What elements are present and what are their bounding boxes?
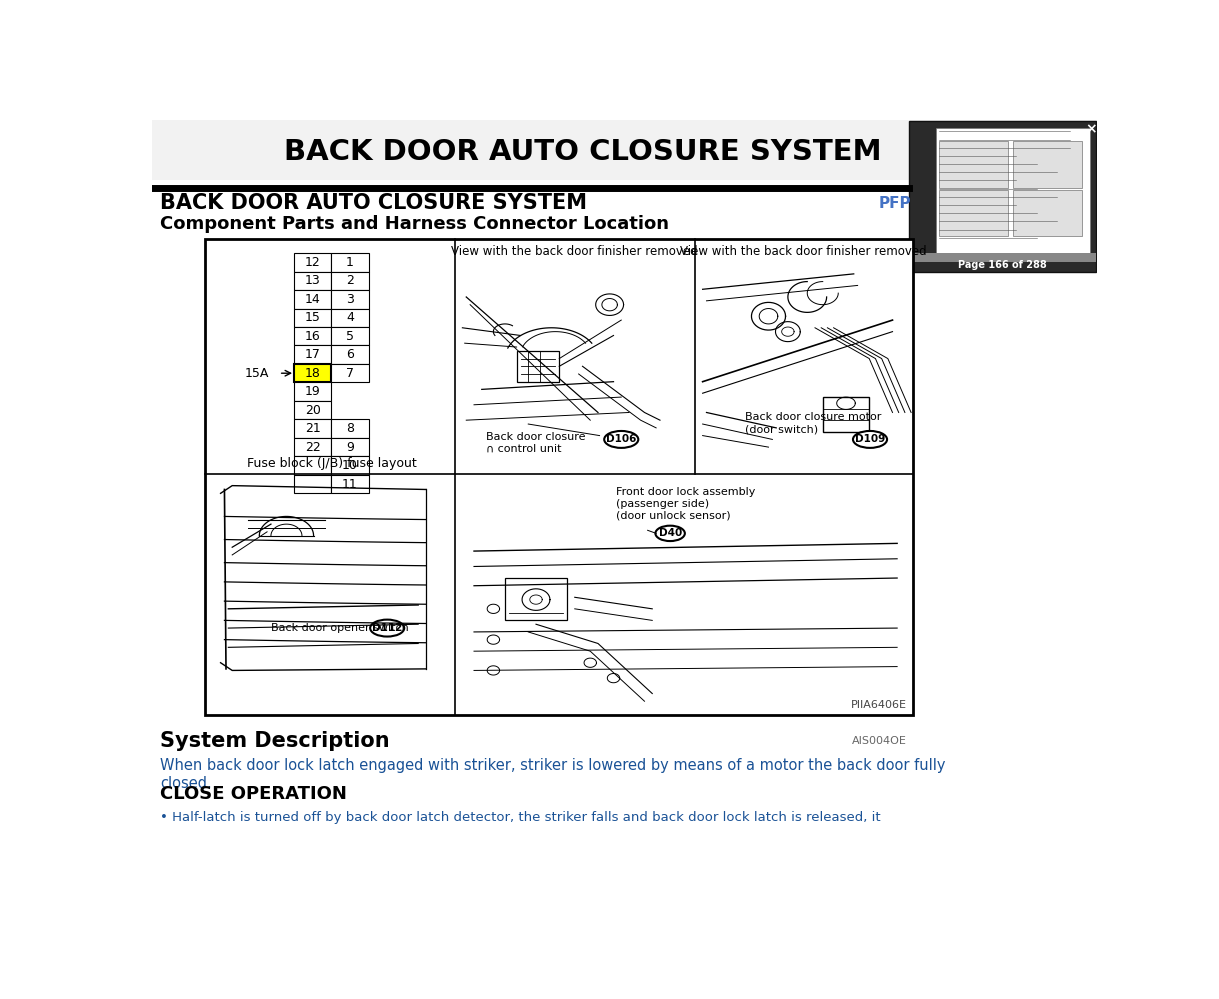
Bar [294, 272, 332, 290]
Bar [909, 253, 1096, 263]
Bar [294, 309, 332, 327]
Text: 15: 15 [305, 312, 321, 325]
Bar [205, 239, 913, 715]
Text: 22: 22 [305, 441, 321, 454]
Bar [936, 128, 1090, 253]
Text: D109: D109 [855, 435, 885, 445]
Text: D106: D106 [606, 435, 636, 445]
Bar [517, 351, 560, 382]
Bar [294, 401, 332, 420]
Text: 11: 11 [343, 478, 358, 491]
Text: 3: 3 [346, 293, 354, 306]
Text: 10: 10 [343, 460, 358, 473]
Bar [1013, 190, 1082, 236]
Text: PFP: PFP [879, 196, 911, 211]
Ellipse shape [605, 431, 639, 448]
Text: Front door lock assembly
(passenger side)
(door unlock sensor): Front door lock assembly (passenger side… [616, 488, 756, 520]
Text: 5: 5 [346, 330, 354, 343]
Bar [909, 122, 1096, 272]
Text: 4: 4 [346, 312, 354, 325]
Bar [294, 383, 332, 401]
Text: Fuse block (J/B) fuse layout: Fuse block (J/B) fuse layout [246, 457, 416, 470]
Text: 6: 6 [346, 349, 354, 362]
Text: 12: 12 [305, 256, 321, 269]
Bar [823, 397, 869, 432]
Text: 17: 17 [305, 349, 321, 362]
Text: Component Parts and Harness Connector Location: Component Parts and Harness Connector Lo… [160, 215, 669, 233]
Text: Page 166 of 288: Page 166 of 288 [958, 261, 1047, 271]
Text: 16: 16 [305, 330, 321, 343]
Bar [332, 309, 368, 327]
Text: Back door opener switch: Back door opener switch [271, 623, 408, 633]
Text: BACK DOOR AUTO CLOSURE SYSTEM: BACK DOOR AUTO CLOSURE SYSTEM [160, 193, 588, 213]
Bar [332, 253, 368, 272]
Bar [332, 272, 368, 290]
Text: • Half-latch is turned off by back door latch detector, the striker falls and ba: • Half-latch is turned off by back door … [160, 811, 881, 824]
Bar [332, 290, 368, 309]
Text: 1: 1 [346, 256, 354, 269]
Bar [294, 327, 332, 346]
Text: System Description: System Description [160, 731, 390, 751]
Bar [294, 420, 332, 438]
Bar [332, 438, 368, 457]
Text: When back door lock latch engaged with striker, striker is lowered by means of a: When back door lock latch engaged with s… [160, 758, 946, 790]
Text: 7: 7 [346, 367, 354, 380]
Bar [294, 364, 332, 383]
Bar [505, 578, 567, 620]
Bar [1013, 142, 1082, 188]
Text: 18: 18 [305, 367, 321, 380]
Bar [332, 364, 368, 383]
Bar [332, 327, 368, 346]
Text: Back door closure
∩ control unit: Back door closure ∩ control unit [485, 432, 585, 454]
Text: 2: 2 [346, 275, 354, 288]
Ellipse shape [656, 525, 685, 541]
Text: 19: 19 [305, 386, 321, 399]
Text: D40: D40 [658, 528, 681, 538]
Text: 9: 9 [346, 441, 354, 454]
Ellipse shape [853, 431, 887, 448]
Bar [294, 475, 332, 494]
Bar [332, 475, 368, 494]
Text: BACK DOOR AUTO CLOSURE SYSTEM: BACK DOOR AUTO CLOSURE SYSTEM [284, 138, 881, 166]
Text: AIS004OE: AIS004OE [852, 736, 907, 746]
Bar [294, 438, 332, 457]
Text: 13: 13 [305, 275, 321, 288]
Text: View with the back door finisher removed: View with the back door finisher removed [680, 246, 928, 259]
Text: 21: 21 [305, 423, 321, 436]
Text: 8: 8 [346, 423, 354, 436]
Text: CLOSE OPERATION: CLOSE OPERATION [160, 784, 347, 802]
Bar [294, 290, 332, 309]
Bar [332, 420, 368, 438]
Bar [294, 253, 332, 272]
Text: View with the back door finisher removed: View with the back door finisher removed [451, 246, 698, 259]
Bar [939, 190, 1008, 236]
Bar [152, 120, 1097, 180]
Text: PIIA6406E: PIIA6406E [851, 700, 907, 710]
Bar [294, 457, 332, 475]
Text: 15A: 15A [245, 367, 269, 380]
Ellipse shape [371, 619, 405, 636]
Text: D112: D112 [372, 623, 402, 633]
Text: 20: 20 [305, 404, 321, 417]
Text: 14: 14 [305, 293, 321, 306]
Bar [332, 457, 368, 475]
Text: Back door closure motor
(door switch): Back door closure motor (door switch) [745, 413, 881, 435]
Text: ×: × [1085, 122, 1097, 136]
Bar [939, 142, 1008, 188]
Bar [294, 346, 332, 364]
Bar [332, 346, 368, 364]
